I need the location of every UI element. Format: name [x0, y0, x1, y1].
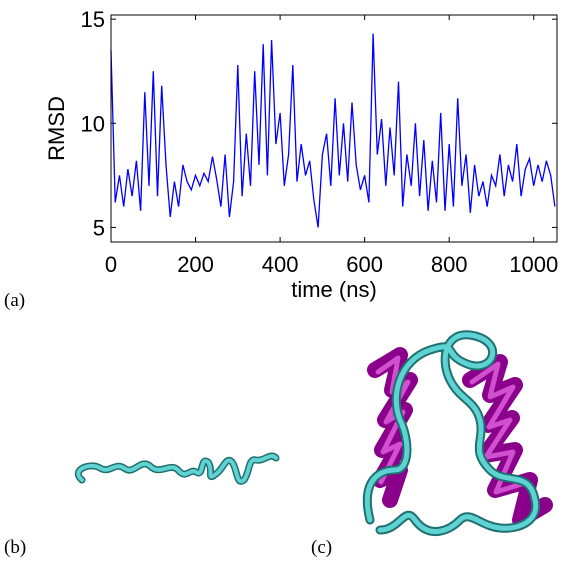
x-tick-label: 400	[262, 252, 299, 277]
extended-protein	[74, 452, 280, 485]
x-tick-label: 600	[346, 252, 383, 277]
panel-label: (c)	[311, 537, 332, 558]
data-line	[110, 33, 556, 228]
panel-label: (b)	[4, 537, 26, 558]
x-tick-label: 1000	[509, 252, 558, 277]
chart-layer: 0 200 400 600 800 1000 5 10 15 time (ns) RMSD	[44, 7, 558, 302]
folded-protein	[362, 330, 553, 536]
y-tick-label: 15	[81, 7, 105, 32]
y-tick-label: 10	[81, 111, 105, 136]
panel-label: (a)	[4, 290, 25, 311]
y-axis-label: RMSD	[44, 96, 69, 161]
y-tick-label: 5	[93, 215, 105, 240]
x-axis-label: time (ns)	[291, 277, 377, 302]
x-tick-label: 0	[105, 252, 117, 277]
plot-frame	[110, 14, 558, 243]
x-tick-label: 800	[431, 252, 468, 277]
x-tick-label: 200	[177, 252, 214, 277]
